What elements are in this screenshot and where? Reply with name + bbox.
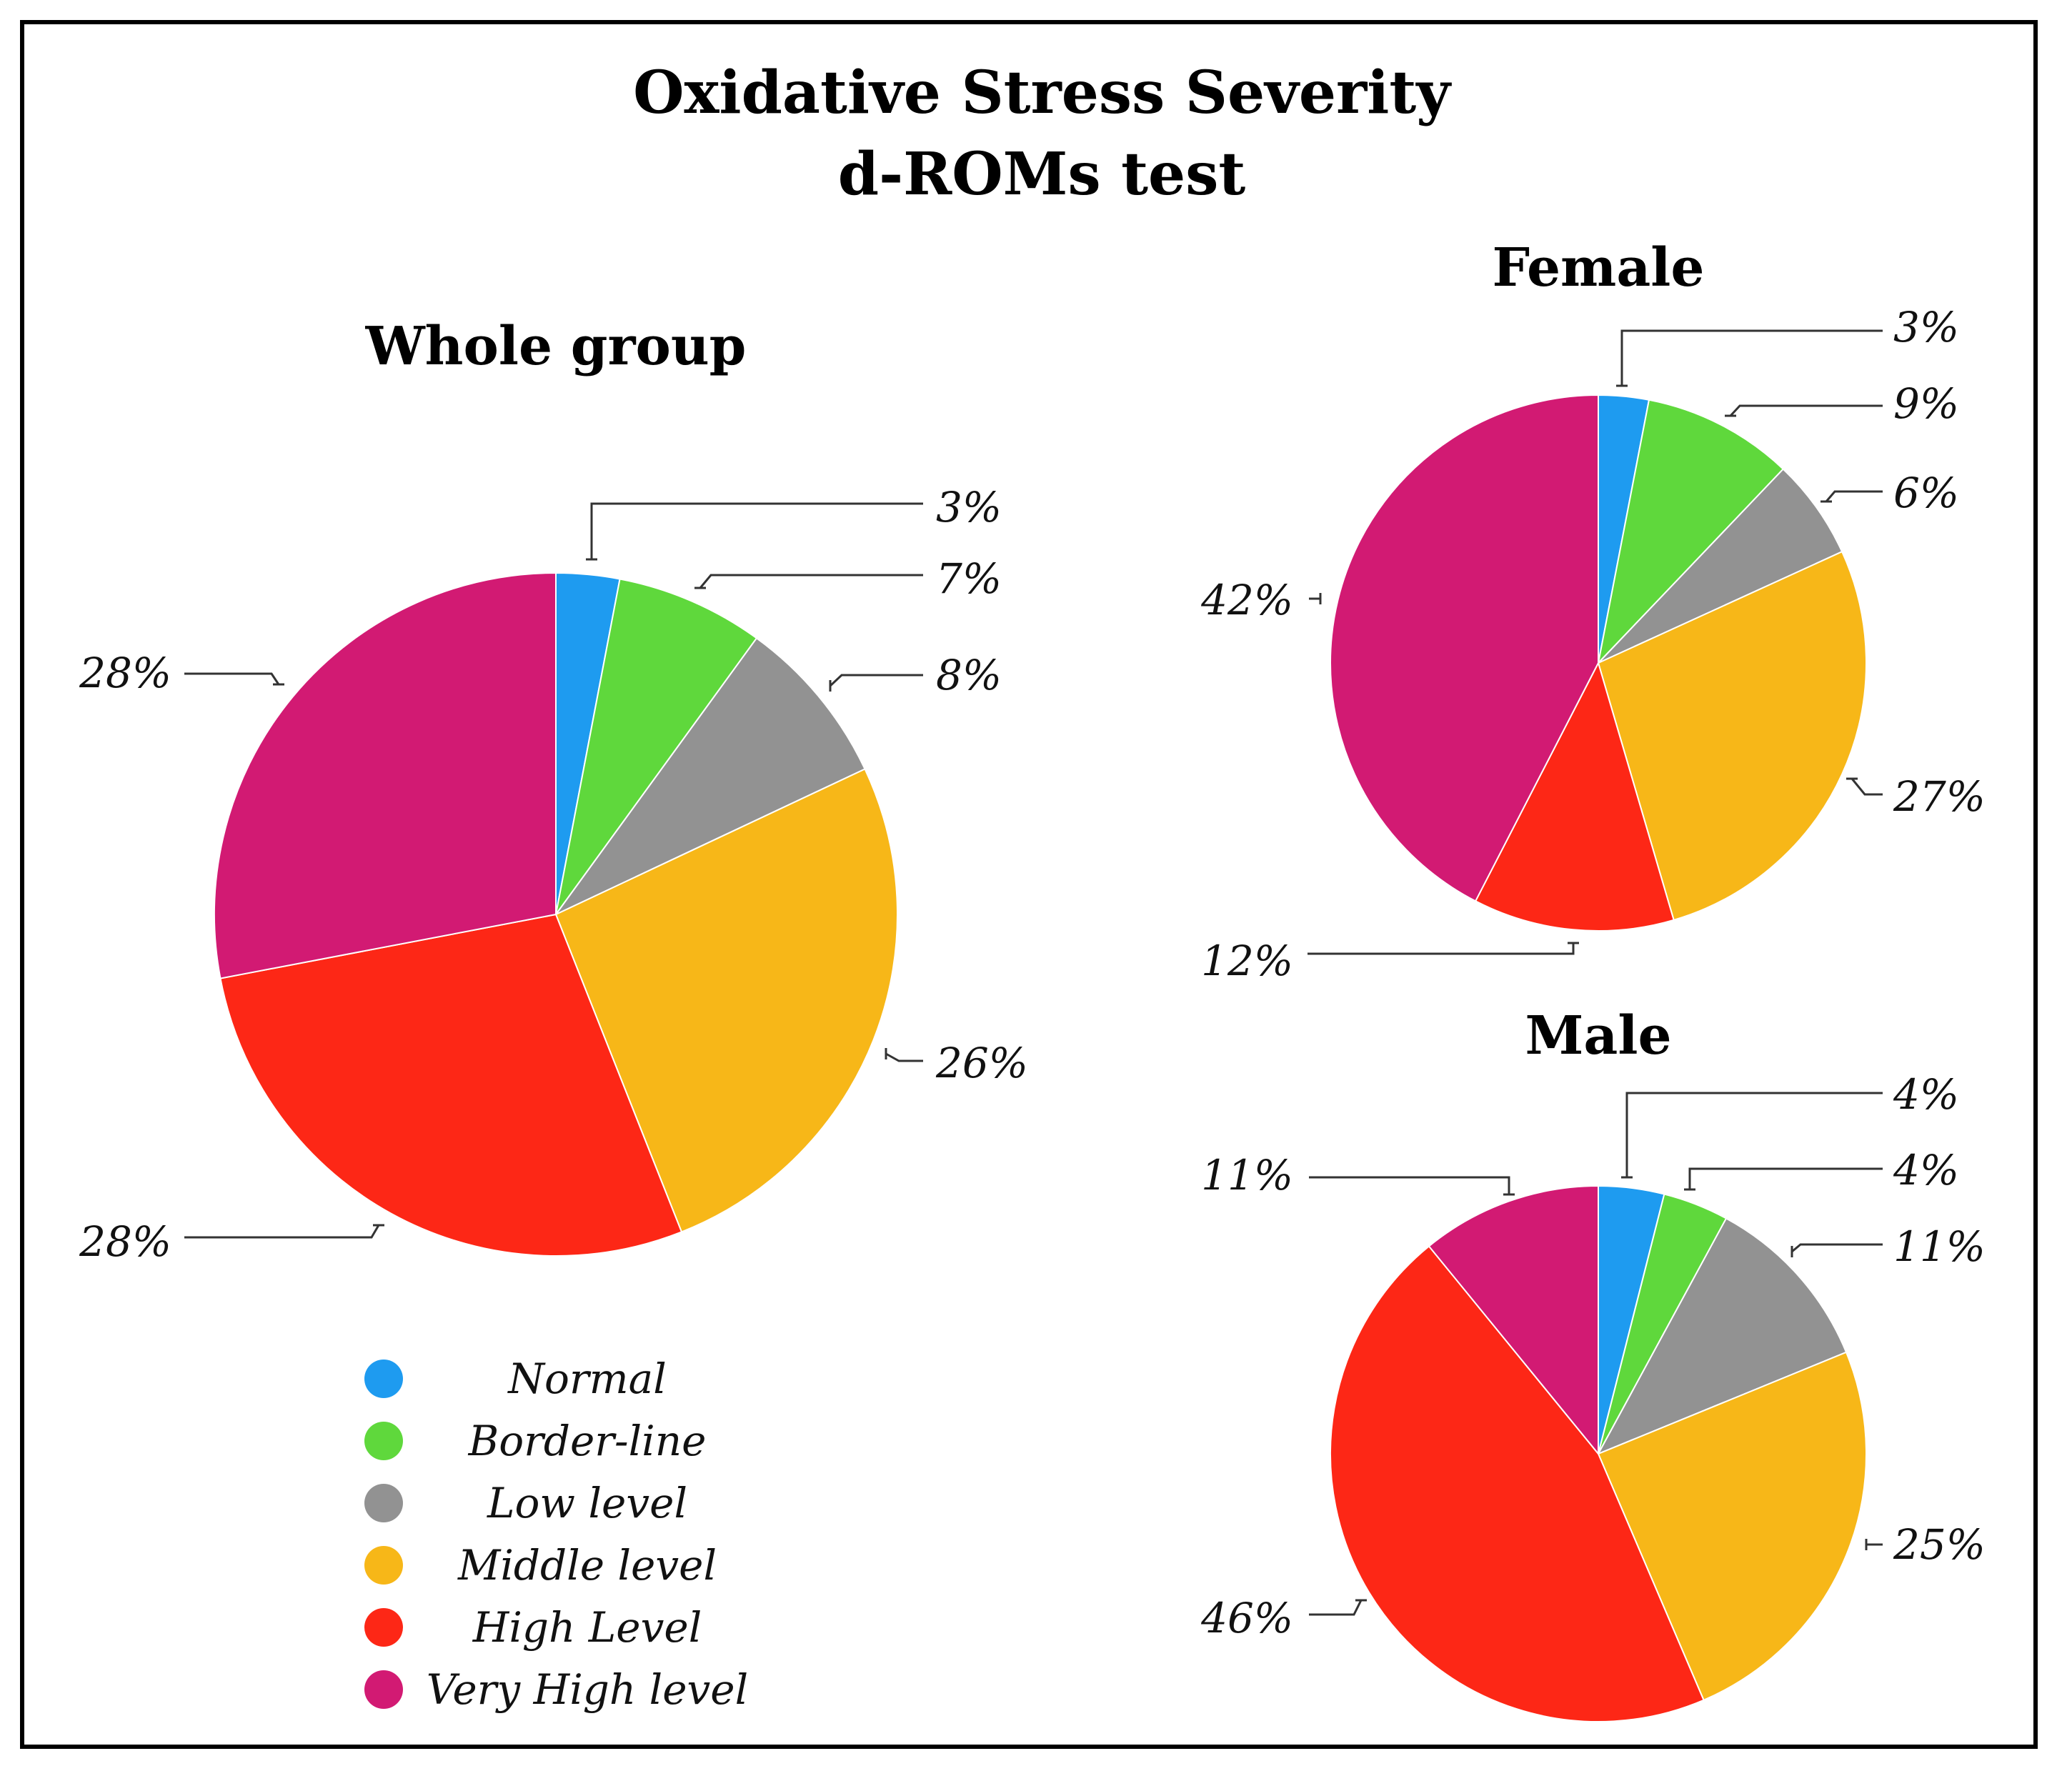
slice-whole-group-border-line — [555, 578, 758, 915]
slice-whole-group-very-high-level — [214, 572, 557, 979]
label-whole-group-border-line: 7% — [936, 554, 1002, 603]
legend-label-high-level: High Level — [472, 1603, 702, 1652]
slice-male-middle-level — [1597, 1351, 1867, 1702]
label-male-low-level: 11% — [1893, 1222, 1986, 1271]
label-male-middle-level: 25% — [1893, 1520, 1986, 1569]
leader-whole-group-middle-level — [885, 1052, 923, 1062]
slice-female-border-line — [1597, 399, 1785, 666]
leader-whole-group-low-level — [829, 674, 923, 687]
chart-title-line2: d-ROMs test — [838, 140, 1246, 209]
figure-frame — [20, 20, 2038, 1749]
leader-male-very-high-level — [1309, 1176, 1510, 1194]
label-male-normal: 4% — [1893, 1070, 1959, 1119]
leader-female-middle-level — [1851, 778, 1883, 796]
pie-title-male: Male — [1525, 1005, 1671, 1067]
pie-charts: 3% 7% 8% 26% 28% 28% 3% 9% 6% 27% 12% 42% 4% 4% 11% 25%… — [79, 303, 1986, 1722]
leader-male-normal — [1625, 1092, 1883, 1177]
legend-label-very-high-level: Very High level — [427, 1665, 748, 1714]
legend-item-low-level: Low level — [364, 1479, 687, 1527]
slice-female-high-level — [1474, 661, 1675, 932]
legend-item-middle-level: Middle level — [364, 1541, 717, 1590]
legend-swatch-low-level — [364, 1484, 403, 1522]
leader-male-low-level — [1791, 1243, 1883, 1253]
legend-item-border-line: Border-line — [364, 1417, 706, 1465]
label-whole-group-high-level: 28% — [79, 1217, 171, 1266]
label-male-very-high-level: 11% — [1201, 1151, 1293, 1199]
label-female-middle-level: 27% — [1893, 772, 1986, 821]
label-female-border-line: 9% — [1893, 379, 1959, 428]
slice-whole-group-low-level — [555, 637, 866, 915]
legend-swatch-very-high-level — [364, 1670, 403, 1709]
label-female-high-level: 12% — [1201, 937, 1293, 985]
slice-male-high-level — [1330, 1245, 1705, 1722]
legend: Normal Border-line Low level Middle level Hi… — [364, 1355, 748, 1714]
label-male-border-line: 4% — [1893, 1146, 1959, 1194]
legend-label-normal: Normal — [507, 1355, 667, 1403]
legend-label-border-line: Border-line — [468, 1417, 707, 1465]
legend-swatch-border-line — [364, 1422, 403, 1460]
legend-swatch-middle-level — [364, 1546, 403, 1585]
pie-female: 3% 9% 6% 27% 12% 42% — [1200, 303, 1986, 985]
leader-male-border-line — [1688, 1167, 1883, 1189]
leader-whole-group-border-line — [699, 574, 923, 589]
legend-item-very-high-level: Very High level — [364, 1665, 748, 1714]
pie-title-female: Female — [1492, 237, 1704, 299]
legend-label-low-level: Low level — [487, 1479, 687, 1527]
label-whole-group-low-level: 8% — [936, 651, 1002, 699]
leader-whole-group-high-level — [184, 1224, 380, 1239]
legend-item-high-level: High Level — [364, 1603, 702, 1652]
legend-item-normal: Normal — [364, 1355, 667, 1403]
pie-title-whole-group: Whole group — [365, 316, 747, 377]
slice-female-middle-level — [1597, 550, 1867, 922]
leader-female-border-line — [1729, 404, 1883, 417]
slice-whole-group-middle-level — [554, 768, 898, 1233]
slice-female-very-high-level — [1330, 394, 1599, 902]
leader-female-low-level — [1825, 490, 1883, 502]
slice-male-very-high-level — [1428, 1184, 1599, 1456]
leader-whole-group-very-high-level — [184, 672, 280, 685]
leader-female-normal — [1620, 329, 1883, 386]
slice-whole-group-high-level — [219, 913, 683, 1257]
chart-title-line1: Oxidative Stress Severity — [633, 59, 1452, 127]
legend-swatch-high-level — [364, 1608, 403, 1647]
label-whole-group-middle-level: 26% — [935, 1039, 1028, 1087]
leader-whole-group-normal — [590, 502, 923, 559]
legend-label-middle-level: Middle level — [457, 1541, 717, 1590]
label-male-high-level: 46% — [1200, 1594, 1293, 1642]
pie-male: 4% 4% 11% 25% 46% 11% — [1200, 1070, 1986, 1722]
slice-female-low-level — [1598, 468, 1843, 664]
legend-swatch-normal — [364, 1360, 403, 1398]
leader-male-high-level — [1309, 1600, 1363, 1616]
label-whole-group-normal: 3% — [936, 483, 1002, 532]
label-female-very-high-level: 42% — [1200, 576, 1293, 624]
label-whole-group-very-high-level: 28% — [79, 649, 171, 697]
leader-female-high-level — [1308, 943, 1575, 955]
label-female-normal: 3% — [1893, 303, 1959, 351]
pie-whole-group: 3% 7% 8% 26% 28% 28% — [79, 483, 1028, 1266]
slice-male-low-level — [1596, 1217, 1848, 1455]
label-female-low-level: 6% — [1893, 469, 1959, 517]
